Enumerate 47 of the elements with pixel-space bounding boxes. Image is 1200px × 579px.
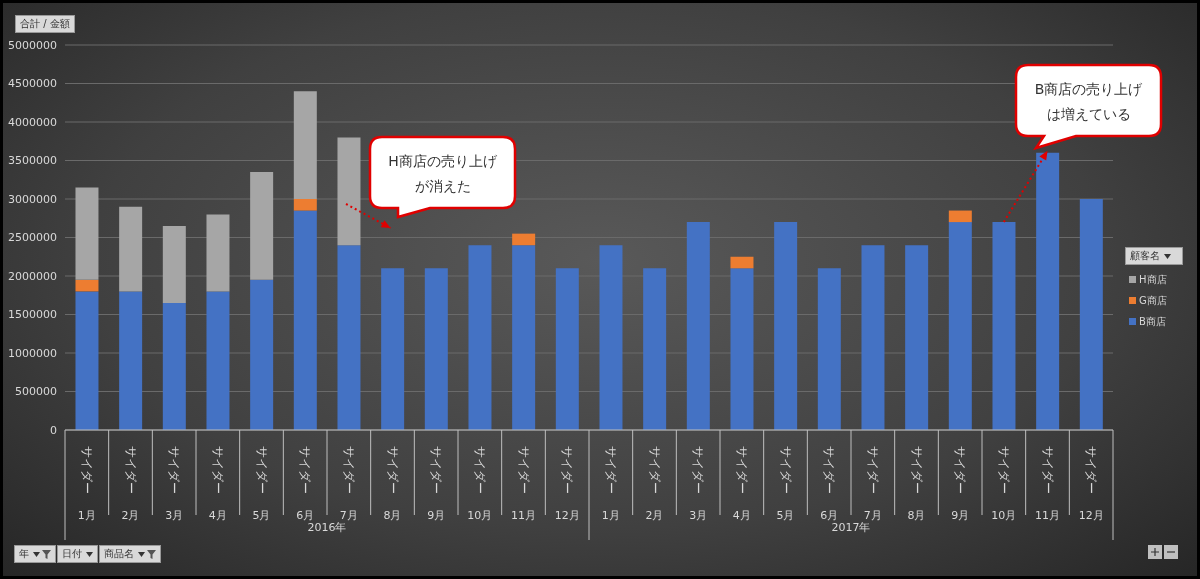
y-tick-label: 2000000 bbox=[8, 269, 57, 283]
category-label: サイダー 4月 bbox=[208, 446, 227, 522]
y-tick-label: 4500000 bbox=[8, 77, 57, 91]
category-label: サイダー 3月 bbox=[165, 446, 184, 522]
legend-label: H商店 bbox=[1139, 272, 1167, 287]
y-axis-title: 合計 / 金額 bbox=[15, 15, 75, 33]
legend-label: G商店 bbox=[1139, 293, 1167, 308]
category-label: サイダー 10月 bbox=[991, 446, 1017, 522]
category-label: サイダー 8月 bbox=[907, 446, 926, 522]
legend-title: 顧客名 bbox=[1130, 249, 1160, 263]
y-tick-label: 0 bbox=[50, 423, 57, 437]
category-label: サイダー 7月 bbox=[863, 446, 882, 522]
category-label: サイダー 5月 bbox=[252, 446, 271, 522]
y-tick-label: 500000 bbox=[15, 385, 57, 399]
category-label: サイダー 5月 bbox=[776, 446, 795, 522]
text: 日付 bbox=[62, 547, 82, 561]
annotation: H商店の売り上げが消えた bbox=[387, 152, 498, 196]
annotation: B商店の売り上げは増えている bbox=[1033, 80, 1144, 124]
category-label: サイダー 6月 bbox=[820, 446, 839, 522]
category-label: サイダー 6月 bbox=[296, 446, 315, 522]
category-label: サイダー 12月 bbox=[554, 446, 580, 522]
y-tick-label: 2500000 bbox=[8, 231, 57, 245]
y-tick-label: 3000000 bbox=[8, 192, 57, 206]
category-label: サイダー 7月 bbox=[339, 446, 358, 522]
legend-label: B商店 bbox=[1139, 314, 1166, 329]
y-tick-label: 1500000 bbox=[8, 308, 57, 322]
category-label: サイダー 2月 bbox=[121, 446, 140, 522]
category-label: サイダー 1月 bbox=[601, 446, 620, 522]
category-label: サイダー 11月 bbox=[1035, 446, 1060, 522]
category-label: サイダー 11月 bbox=[511, 446, 536, 522]
y-tick-label: 1000000 bbox=[8, 346, 57, 360]
category-label: サイダー 2月 bbox=[645, 446, 664, 522]
y-tick-label: 3500000 bbox=[8, 154, 57, 168]
category-label: サイダー 12月 bbox=[1078, 446, 1104, 522]
category-label: サイダー 10月 bbox=[467, 446, 493, 522]
category-label: サイダー 8月 bbox=[383, 446, 402, 522]
y-tick-label: 4000000 bbox=[8, 115, 57, 129]
category-label: サイダー 9月 bbox=[427, 446, 446, 522]
text: 2017年 bbox=[831, 521, 871, 534]
category-label: サイダー 3月 bbox=[689, 446, 708, 522]
category-label: サイダー 9月 bbox=[951, 446, 970, 522]
category-label: サイダー 1月 bbox=[77, 446, 96, 522]
category-label: サイダー 4月 bbox=[732, 446, 751, 522]
text: 商品名 bbox=[104, 547, 134, 561]
y-tick-label: 5000000 bbox=[8, 38, 57, 52]
text: 2016年 bbox=[307, 521, 347, 534]
text: 年 bbox=[19, 547, 29, 561]
